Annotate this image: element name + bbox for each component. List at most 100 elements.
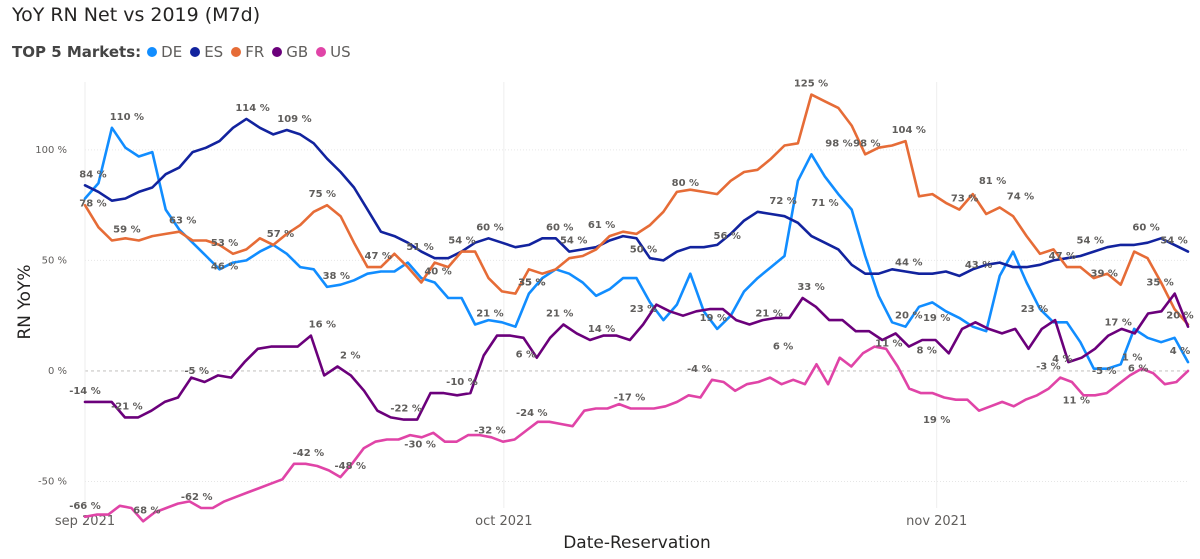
data-label-gb: 14 % [588,324,615,335]
x-axis-title: Date-Reservation [563,533,711,553]
data-label-us: -42 % [293,448,325,459]
data-label-fr: 54 % [560,236,587,247]
data-label-us: -3 % [1036,362,1061,373]
legend-item-de[interactable]: DE [147,43,182,61]
data-label-gb: 21 % [755,309,782,320]
data-label-de: 4 % [1170,346,1190,357]
data-label-gb: 16 % [309,320,336,331]
data-label-de: 19 % [923,313,950,324]
y-tick-label: 0 % [48,366,67,377]
data-label-fr: 75 % [309,189,336,200]
data-label-de: 40 % [424,267,451,278]
series-line-de[interactable] [83,126,1190,371]
legend-label-us: US [330,43,351,61]
data-label-gb: 23 % [1021,304,1048,315]
data-label-gb: 21 % [546,309,573,320]
data-label-us: -66 % [69,501,101,512]
data-label-es: 60 % [476,222,503,233]
data-label-fr: 81 % [979,176,1006,187]
legend-label-de: DE [161,43,183,61]
data-label-us: 68 % [133,505,160,516]
data-label-gb: -5 % [184,366,209,377]
data-label-gb: -30 % [404,439,436,450]
legend: TOP 5 Markets: DE ES FR GB US [12,43,359,61]
data-label-fr: 39 % [1091,269,1118,280]
legend-item-us[interactable]: US [316,43,351,61]
data-label-de: 23 % [630,304,657,315]
data-label-fr: 80 % [672,178,699,189]
data-label-fr: 35 % [518,278,545,289]
data-label-us: -4 % [687,364,712,375]
data-label-us: -17 % [614,393,646,404]
data-label-us: 6 % [1128,364,1148,375]
data-label-es: 50 % [630,244,657,255]
x-tick-label: oct 2021 [475,514,532,529]
legend-title: TOP 5 Markets: [12,43,142,61]
data-label-de: 20 % [895,311,922,322]
legend-dot-us [316,47,327,57]
data-label-gb: 4 % [1052,354,1072,365]
data-label-gb: -10 % [446,377,478,388]
data-labels: 78 % 110 % 46 % 38 % 40 % 21 % 35 % 23 % 19 % 98 … [69,79,1194,517]
legend-label-es: ES [204,43,224,61]
data-label-es: 51 % [406,242,433,253]
data-label-gb: 17 % [1104,317,1131,328]
data-label-us: 11 % [1063,395,1090,406]
data-label-de: 19 % [700,313,727,324]
series-line-fr[interactable] [83,93,1190,326]
x-tick-label: sep 2021 [55,514,115,529]
legend-item-fr[interactable]: FR [231,43,264,61]
data-label-us: -24 % [516,408,548,419]
data-label-gb: -14 % [69,386,101,397]
data-label-fr: 57 % [267,229,294,240]
data-label-fr: 61 % [588,220,615,231]
data-label-fr: 47 % [364,251,391,262]
y-axis-title: RN YoY% [15,265,35,340]
data-label-es: 60 % [1132,222,1159,233]
data-label-fr: 74 % [1007,191,1034,202]
data-label-es: 44 % [895,258,922,269]
series-lines [83,93,1190,523]
data-label-es: 114 % [235,103,269,114]
data-label-de: 21 % [476,309,503,320]
data-label-gb: 8 % [916,345,936,356]
data-label-gb: 33 % [797,282,824,293]
legend-item-es[interactable]: ES [190,43,223,61]
data-label-es: 60 % [546,222,573,233]
gridlines [84,82,1188,508]
data-label-gb: -22 % [390,404,422,415]
legend-label-fr: FR [245,43,265,61]
legend-label-gb: GB [286,43,309,61]
legend-dot-gb [272,47,283,57]
series-line-us[interactable] [83,345,1190,523]
data-label-es: 84 % [79,169,106,180]
data-label-fr: 73 % [951,194,978,205]
data-label-de: 38 % [323,271,350,282]
data-label-gb: -21 % [111,401,143,412]
data-label-fr: 104 % [892,125,926,136]
data-label-us: -5 % [1092,366,1117,377]
data-label-gb: 11 % [875,339,902,350]
legend-dot-es [190,47,201,57]
data-label-de: 78 % [79,199,106,210]
series-line-gb[interactable] [83,292,1190,421]
data-label-es: 43 % [965,260,992,271]
data-label-es: 109 % [277,114,311,125]
data-label-de: 1 % [1122,353,1142,364]
data-label-us: -62 % [181,492,213,503]
data-label-de: 35 % [518,278,545,289]
series-line-es[interactable] [83,117,1190,278]
data-label-es: 71 % [811,198,838,209]
y-tick-label: 50 % [42,255,67,266]
legend-item-gb[interactable]: GB [272,43,308,61]
data-label-fr: 125 % [794,79,828,90]
data-label-fr: 59 % [113,225,140,236]
data-label-fr: 47 % [1049,251,1076,262]
data-label-us: 6 % [773,342,793,353]
data-label-de: 46 % [211,261,238,272]
legend-dot-de [147,47,158,57]
data-label-es: 56 % [714,231,741,242]
x-axis-ticks: sep 2021 oct 2021 nov 2021 [55,514,967,529]
data-label-fr: 98 % [853,138,880,149]
